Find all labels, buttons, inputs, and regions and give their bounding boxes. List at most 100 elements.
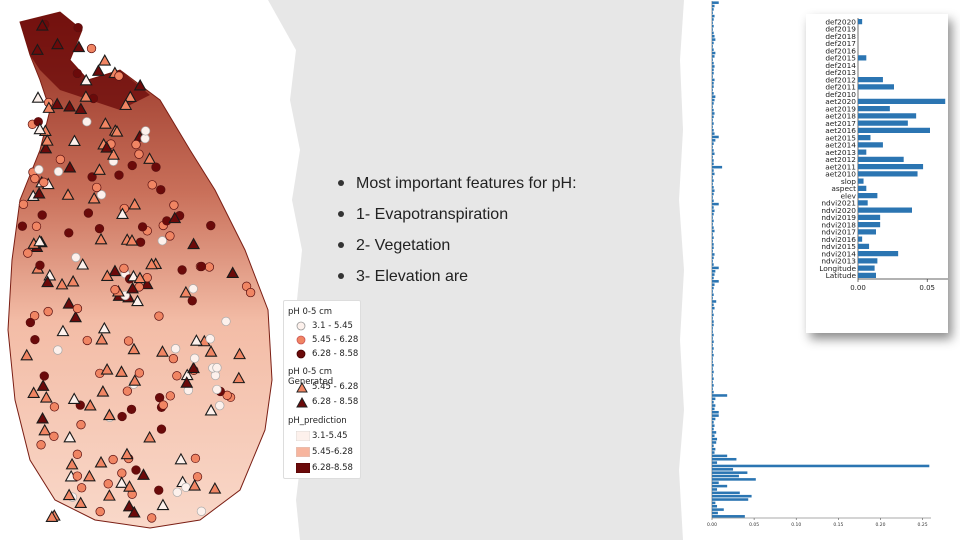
observed-sample-circle (23, 248, 33, 258)
importance-bar (858, 251, 899, 257)
observed-sample-circle (134, 368, 145, 378)
observed-sample-circle (188, 284, 198, 294)
observed-sample-circle (154, 393, 165, 403)
importance-bar (712, 155, 713, 159)
generated-sample-triangle (61, 188, 75, 200)
importance-bar (712, 98, 715, 102)
legend-item: 6.28 - 8.58 (288, 396, 360, 409)
importance-bar (712, 31, 714, 35)
observed-sample-circle (212, 384, 222, 395)
importance-bar (712, 360, 713, 364)
observed-sample-circle (73, 22, 83, 33)
importance-bar (712, 323, 714, 327)
importance-bar (712, 353, 714, 357)
importance-bar (712, 216, 713, 219)
importance-bar (712, 48, 714, 51)
generated-sample-triangle (232, 371, 246, 384)
importance-bar (712, 370, 714, 374)
importance-bar (858, 84, 894, 90)
legend-item: 5.45-6.28 (288, 446, 360, 459)
importance-bar (712, 283, 715, 286)
observed-sample-circle (49, 431, 59, 441)
importance-bar (858, 229, 876, 235)
importance-bar (712, 115, 714, 119)
importance-bar (858, 98, 946, 104)
legend-label: 5.45-6.28 (312, 447, 353, 457)
importance-bar (712, 226, 714, 229)
generated-sample-triangle (119, 98, 133, 110)
circle-low-swatch (296, 321, 306, 331)
importance-bar (712, 202, 719, 206)
generated-sample-triangle (38, 423, 52, 436)
legend-title-generated: pH 0-5 cm Generated (288, 367, 334, 387)
importance-bar (858, 127, 930, 133)
pred-high-swatch (296, 463, 310, 473)
importance-bar (712, 175, 713, 179)
importance-bar (712, 186, 714, 189)
category-tick-label: ndvi2021 (821, 199, 856, 208)
generated-sample-triangle (31, 91, 45, 103)
triangle-mid-swatch (296, 382, 308, 393)
generated-sample-triangle (156, 345, 169, 357)
observed-sample-circle (154, 311, 164, 321)
generated-sample-triangle (68, 134, 81, 147)
importance-bar (712, 340, 714, 344)
generated-sample-triangle (126, 281, 139, 294)
category-tick-label: def2014 (825, 61, 856, 70)
observed-sample-circle (127, 160, 137, 171)
importance-bar (712, 384, 714, 387)
generated-sample-triangle (32, 186, 46, 199)
importance-bar (712, 330, 713, 333)
category-tick-label: aet2012 (825, 155, 856, 164)
importance-bar (712, 407, 715, 411)
observed-sample-circle (140, 133, 150, 144)
importance-bar (712, 387, 713, 391)
importance-bar (712, 68, 714, 72)
generated-sample-triangle (31, 43, 44, 55)
observed-sample-circle (35, 260, 45, 270)
importance-bar (712, 209, 715, 213)
observed-sample-circle (137, 222, 148, 232)
importance-bar (712, 367, 713, 370)
importance-bar (712, 468, 734, 471)
x-tick-label: 0.25 (918, 522, 928, 528)
generated-sample-triangle (123, 480, 136, 492)
importance-bar (712, 55, 715, 58)
generated-sample-triangle (41, 275, 55, 288)
importance-bar (712, 484, 728, 488)
observed-sample-circle (221, 316, 231, 327)
importance-bar (712, 363, 714, 367)
category-tick-label: ndvi2018 (821, 220, 856, 229)
importance-bar (712, 122, 714, 125)
category-tick-label: aet2017 (825, 119, 856, 128)
importance-bar (712, 135, 719, 139)
observed-sample-circle (31, 221, 42, 231)
importance-bar (712, 219, 714, 223)
observed-sample-circle (72, 471, 83, 481)
observed-sample-circle (156, 185, 166, 195)
generated-sample-triangle (45, 510, 59, 522)
importance-bar (712, 125, 713, 129)
category-tick-label: def2013 (825, 68, 856, 77)
map-legend: pH 0-5 cm 3.1 - 5.45 5.45 - 6.28 6.28 - … (283, 300, 361, 479)
generated-sample-triangle (140, 277, 154, 290)
importance-bar (712, 128, 714, 132)
generated-sample-triangle (102, 489, 116, 501)
observed-sample-circle (34, 164, 44, 175)
importance-bar (712, 494, 752, 498)
importance-bar (712, 390, 714, 394)
full-feature-importance-chart: 0.00 0.05 0.10 0.15 0.20 0.25 (707, 1, 931, 528)
importance-bar (712, 424, 715, 427)
generated-sample-triangle (56, 324, 70, 337)
observed-sample-circle (110, 284, 120, 295)
generated-sample-triangle (133, 78, 147, 91)
generated-sample-triangle (79, 73, 93, 86)
observed-sample-circle (154, 485, 164, 495)
generated-sample-triangle (226, 266, 240, 279)
importance-bar (712, 377, 714, 380)
generated-sample-triangle (179, 285, 193, 298)
importance-bar (712, 132, 715, 135)
category-tick-label: def2018 (825, 32, 856, 41)
importance-bar (712, 421, 714, 424)
